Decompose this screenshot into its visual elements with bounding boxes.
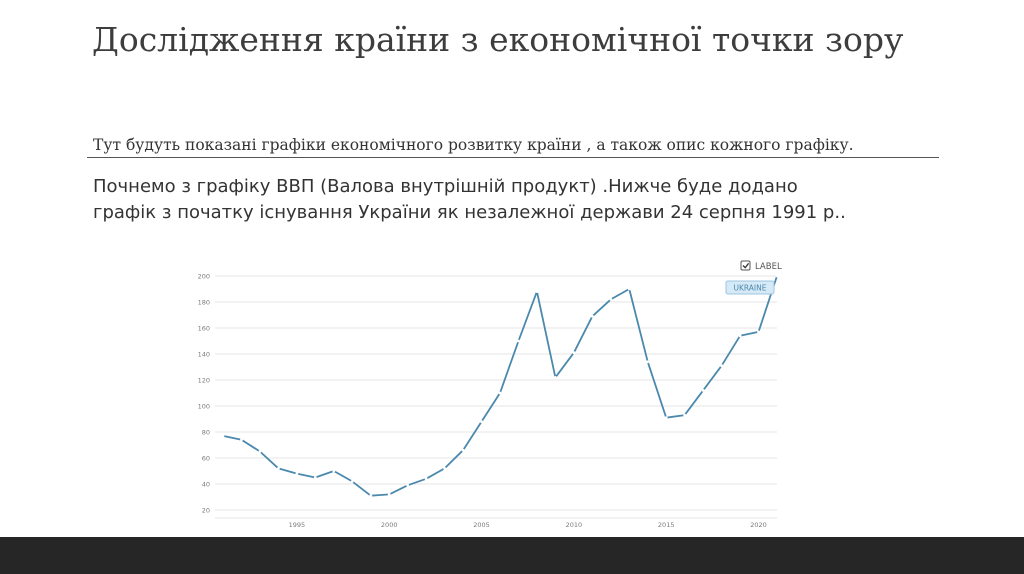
data-point[interactable]	[535, 290, 539, 293]
data-point[interactable]	[627, 287, 631, 291]
subtitle-underline	[87, 157, 939, 158]
y-tick-label: 80	[202, 429, 210, 437]
x-tick-label: 2020	[750, 521, 767, 529]
x-tick-label: 2010	[566, 521, 583, 529]
data-point[interactable]	[332, 469, 336, 473]
data-point[interactable]	[498, 391, 502, 395]
data-point[interactable]	[406, 483, 410, 487]
series-line-ukraine[interactable]	[222, 275, 778, 497]
data-point[interactable]	[295, 472, 299, 475]
data-point[interactable]	[240, 438, 243, 442]
legend-checkbox-label: LABEL	[755, 262, 782, 272]
data-point[interactable]	[369, 494, 373, 498]
side-watermark	[1008, 440, 1018, 530]
data-point[interactable]	[572, 351, 576, 355]
data-point[interactable]	[424, 477, 428, 481]
checkbox-icon[interactable]	[740, 260, 751, 271]
data-point[interactable]	[221, 434, 225, 438]
gdp-chart-svg: 20 40 60 80 100 120 140 160 180 200 1995 2000 2005 2…	[198, 260, 782, 529]
x-tick-label: 2015	[658, 521, 675, 529]
x-tick-label: 2000	[381, 521, 398, 529]
data-point[interactable]	[683, 413, 687, 417]
slide-subtitle: Тут будуть показані графіки економічного…	[93, 136, 854, 154]
chart-grid	[215, 275, 777, 519]
data-point[interactable]	[757, 330, 760, 334]
data-point[interactable]	[350, 480, 354, 483]
data-point[interactable]	[738, 334, 742, 338]
body-line-2: графік з початку існування України як не…	[93, 202, 846, 223]
y-tick-label: 20	[202, 507, 210, 515]
body-line-1: Почнемо з графіку ВВП (Валова внутрішній…	[93, 176, 798, 197]
data-point[interactable]	[480, 420, 483, 423]
data-point[interactable]	[701, 389, 705, 392]
data-point[interactable]	[313, 476, 317, 479]
y-tick-label: 120	[198, 377, 210, 385]
bottom-bar	[0, 537, 1024, 574]
gdp-chart: 20 40 60 80 100 120 140 160 180 200 1995 2000 2005 2…	[185, 248, 785, 534]
x-tick-label: 1995	[289, 521, 306, 529]
y-tick-label: 100	[198, 403, 210, 411]
y-tick-label: 180	[198, 299, 210, 307]
data-point[interactable]	[609, 298, 613, 301]
data-point[interactable]	[720, 364, 723, 368]
chart-series	[221, 274, 779, 498]
data-point[interactable]	[664, 416, 668, 420]
data-point[interactable]	[517, 339, 520, 343]
data-point[interactable]	[461, 448, 465, 452]
series-tag-background	[725, 280, 775, 295]
label-checkbox[interactable]	[740, 260, 751, 271]
y-tick-label: 200	[198, 273, 210, 281]
data-point[interactable]	[775, 274, 779, 278]
checkmark-icon	[742, 262, 750, 269]
data-point[interactable]	[646, 360, 650, 364]
slide-title: Дослідження країни з економічної точки з…	[92, 20, 904, 59]
data-point[interactable]	[443, 467, 446, 470]
y-tick-label: 160	[198, 325, 210, 333]
data-point[interactable]	[554, 376, 557, 379]
y-tick-label: 60	[202, 455, 210, 463]
data-point[interactable]	[277, 467, 280, 470]
y-axis-ticks: 20 40 60 80 100 120 140 160 180 200	[198, 273, 210, 515]
series-tag-ukraine: UKRAINE	[733, 284, 766, 293]
data-point[interactable]	[258, 450, 262, 453]
data-point[interactable]	[590, 314, 594, 318]
data-point[interactable]	[387, 493, 391, 496]
y-tick-label: 40	[202, 481, 210, 489]
x-tick-label: 2005	[473, 521, 490, 529]
y-tick-label: 140	[198, 351, 210, 359]
x-axis-ticks: 1995 2000 2005 2010 2015 2020	[289, 521, 767, 529]
slide-body-text: Почнемо з графіку ВВП (Валова внутрішній…	[93, 174, 973, 226]
chart-legend: LABEL UKRAINE	[725, 260, 782, 295]
